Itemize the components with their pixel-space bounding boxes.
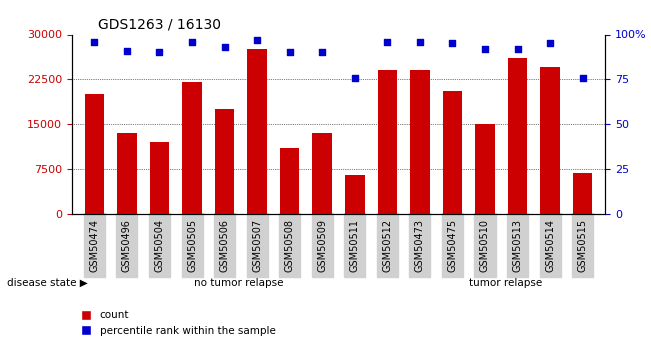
- Point: [577, 75, 588, 80]
- Bar: [508, 58, 527, 214]
- Bar: [443, 91, 462, 214]
- Bar: [312, 133, 332, 214]
- Bar: [378, 70, 397, 214]
- Point: [252, 37, 262, 43]
- Bar: [182, 82, 202, 214]
- Point: [415, 39, 425, 45]
- Point: [122, 48, 132, 53]
- Point: [480, 46, 490, 52]
- Legend: count, percentile rank within the sample: count, percentile rank within the sample: [77, 306, 280, 340]
- Bar: [215, 109, 234, 214]
- Text: GDS1263 / 16130: GDS1263 / 16130: [98, 18, 221, 32]
- Bar: [345, 175, 365, 214]
- Point: [350, 75, 360, 80]
- Bar: [280, 148, 299, 214]
- Bar: [410, 70, 430, 214]
- Point: [512, 46, 523, 52]
- Point: [284, 50, 295, 55]
- Bar: [85, 94, 104, 214]
- Point: [219, 44, 230, 50]
- Text: tumor relapse: tumor relapse: [469, 278, 542, 288]
- Text: no tumor relapse: no tumor relapse: [194, 278, 283, 288]
- Point: [89, 39, 100, 45]
- Bar: [540, 67, 560, 214]
- Text: disease state ▶: disease state ▶: [7, 278, 87, 288]
- Point: [382, 39, 393, 45]
- Bar: [475, 124, 495, 214]
- Bar: [573, 173, 592, 214]
- Bar: [150, 142, 169, 214]
- Point: [545, 41, 555, 46]
- Bar: [117, 133, 137, 214]
- Point: [187, 39, 197, 45]
- Bar: [247, 49, 267, 214]
- Point: [317, 50, 327, 55]
- Point: [154, 50, 165, 55]
- Point: [447, 41, 458, 46]
